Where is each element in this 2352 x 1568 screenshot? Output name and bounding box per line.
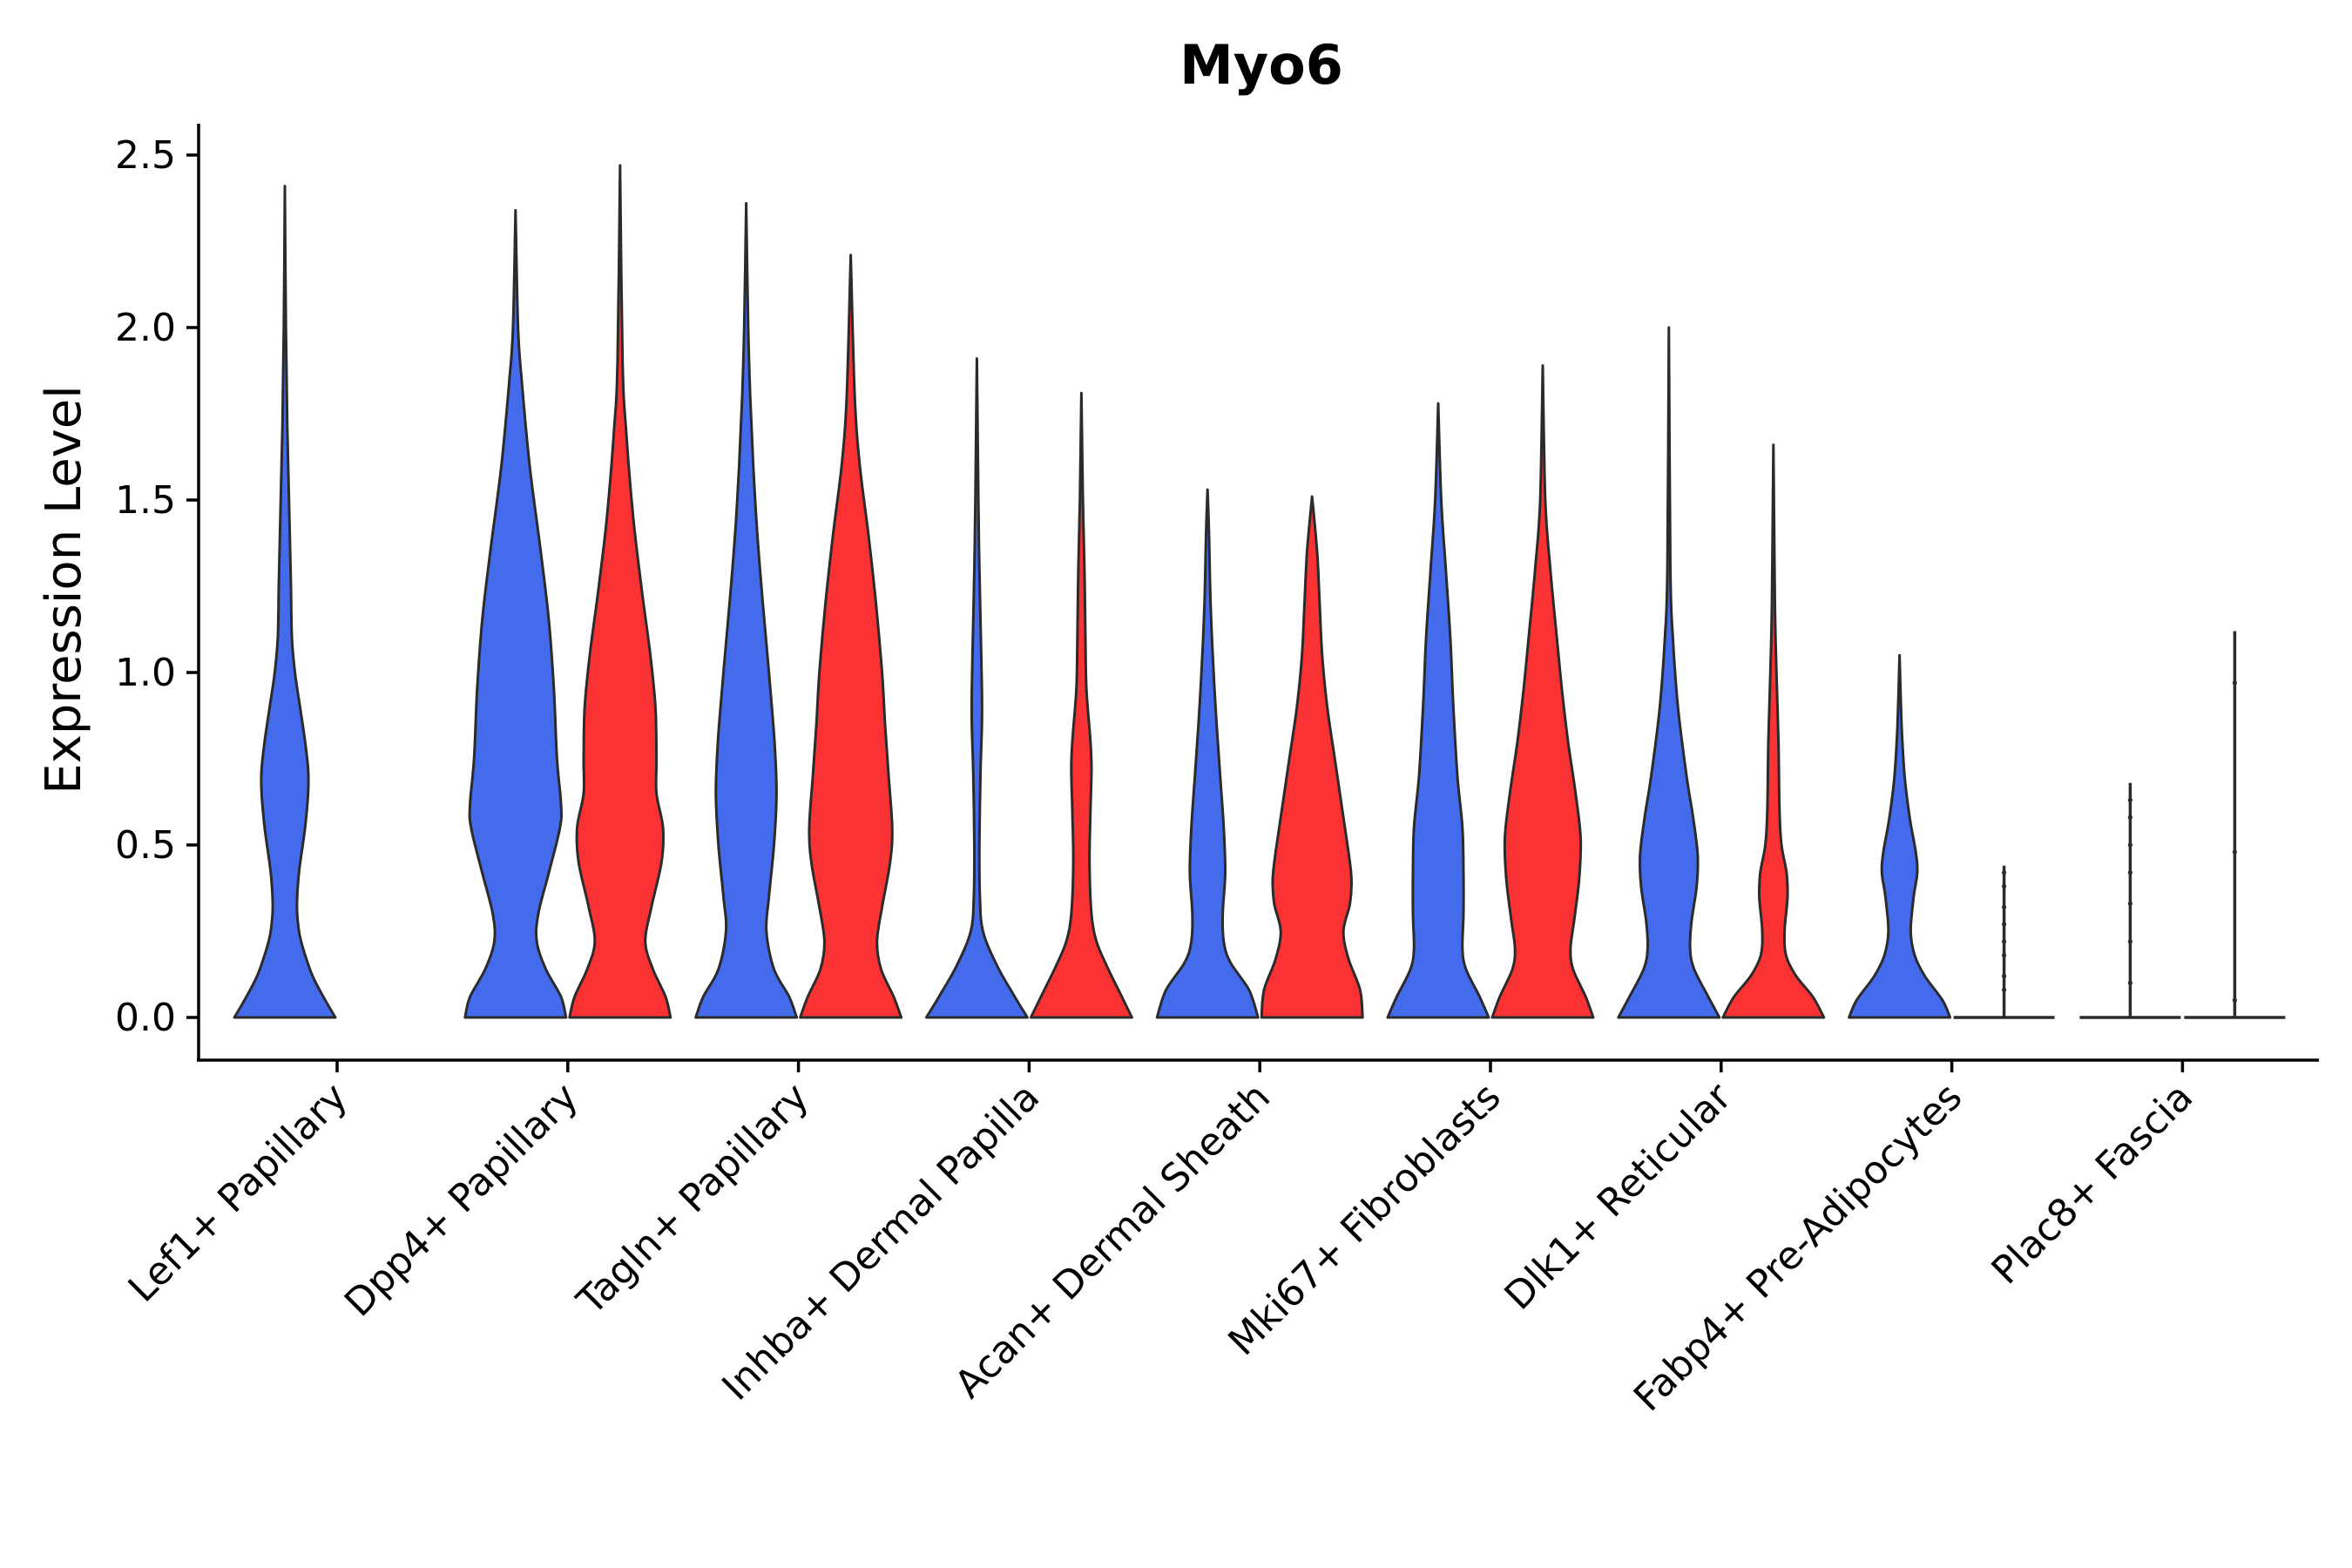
y-tick-label: 1.5 xyxy=(115,478,176,523)
y-tick-label: 1.0 xyxy=(115,651,176,695)
y-ticks: 0.0 0.5 1.0 1.5 2.0 2.5 xyxy=(115,133,199,1040)
violin-5-right xyxy=(1490,364,1595,1019)
jitter-point xyxy=(2127,901,2132,906)
y-tick-label: 0.5 xyxy=(115,823,176,868)
violin-2-left xyxy=(694,201,799,1019)
jitter-point xyxy=(2002,870,2007,875)
jitter-point xyxy=(2002,939,2007,944)
y-axis-label: Expression Level xyxy=(36,385,92,794)
violin-2-right xyxy=(799,253,903,1019)
jitter-point xyxy=(2127,842,2132,848)
jitter-point xyxy=(2127,870,2132,875)
jitter-point xyxy=(2127,980,2132,985)
violin-6-right xyxy=(1721,443,1826,1019)
jitter-point xyxy=(2232,680,2237,686)
x-tick-label: Plac8+ Fascia xyxy=(1984,1075,2202,1294)
violin-4-right xyxy=(1260,495,1364,1019)
y-tick-label: 0.0 xyxy=(115,996,176,1040)
violin-4-left xyxy=(1155,488,1260,1019)
violin-3-right xyxy=(1029,391,1133,1019)
violin-1-right xyxy=(568,164,672,1019)
jitter-point xyxy=(2127,939,2132,944)
x-tick-label: Lef1+ Papillary xyxy=(120,1075,356,1311)
x-tick-label: Dlk1+ Reticular xyxy=(1497,1074,1741,1319)
chart-title: Myo6 xyxy=(1179,33,1343,97)
violin-1-left xyxy=(463,208,568,1019)
jitter-point xyxy=(2002,987,2007,992)
jitter-point xyxy=(2127,814,2132,820)
violin-6-left xyxy=(1617,326,1721,1019)
axes xyxy=(197,124,2319,1062)
jitter-point xyxy=(2002,904,2007,909)
violin-5-left xyxy=(1386,402,1490,1019)
violin-0-left xyxy=(233,185,337,1019)
x-tick-label: Dpp4+ Papillary xyxy=(336,1075,587,1326)
jitter-point xyxy=(2002,883,2007,889)
jitter-point xyxy=(2232,849,2237,855)
jitter-point xyxy=(2232,997,2237,1003)
y-tick-label: 2.0 xyxy=(115,306,176,350)
violin-group xyxy=(233,164,2286,1019)
violin-3-left xyxy=(924,357,1029,1019)
jitter-point xyxy=(2002,973,2007,979)
jitter-point xyxy=(2002,953,2007,958)
jitter-point xyxy=(2002,922,2007,927)
x-tick-label: Tagln+ Papillary xyxy=(568,1075,817,1324)
y-tick-label: 2.5 xyxy=(115,133,176,178)
jitter-point xyxy=(2127,797,2132,803)
violin-7-left xyxy=(1848,653,1952,1019)
